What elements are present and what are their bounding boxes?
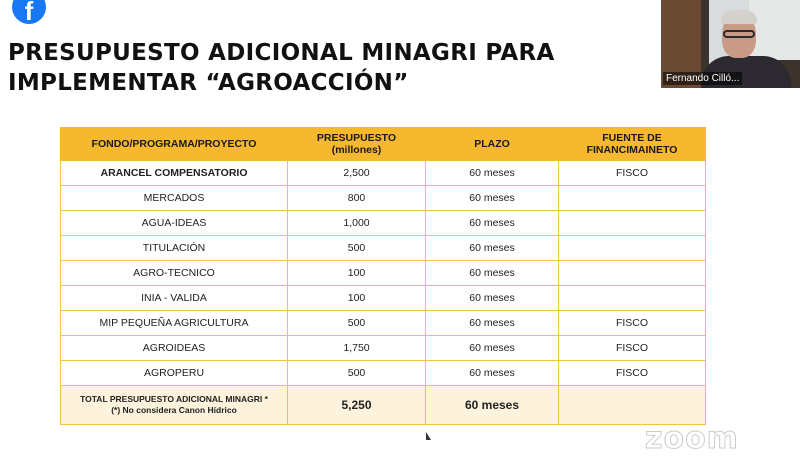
table-row: AGROPERU 500 60 meses FISCO [60,360,706,386]
table-row: MIP PEQUEÑA AGRICULTURA 500 60 meses FIS… [60,310,706,336]
header-presupuesto-line-1: PRESUPUESTO [316,132,397,144]
slide-title-line-2: IMPLEMENTAR “AGROACCIÓN” [8,70,409,96]
cell-fuente [558,185,706,211]
cell-presupuesto: 500 [287,360,426,386]
cell-plazo: 60 meses [425,210,559,236]
cell-fondo: AGROIDEAS [60,335,288,361]
video-background-light [749,0,800,60]
cell-fondo: ARANCEL COMPENSATORIO [60,160,288,186]
header-fuente-line-1: FUENTE DE [602,132,662,144]
cell-presupuesto: 800 [287,185,426,211]
cell-plazo: 60 meses [425,310,559,336]
total-label-line-1: TOTAL PRESUPUESTO ADICIONAL MINAGRI * [80,394,268,404]
participant-glasses [723,30,755,38]
participant-name-label: Fernando Cilló... [663,72,743,85]
cell-presupuesto: 1,750 [287,335,426,361]
cell-fondo: TITULACIÓN [60,235,288,261]
cell-fondo: AGRO-TECNICO [60,260,288,286]
total-presupuesto: 5,250 [287,385,426,425]
cell-plazo: 60 meses [425,185,559,211]
cell-presupuesto: 100 [287,260,426,286]
cell-fuente: FISCO [558,360,706,386]
cell-presupuesto: 500 [287,310,426,336]
table-row: MERCADOS 800 60 meses [60,185,706,211]
cell-plazo: 60 meses [425,360,559,386]
participant-hair [721,10,757,24]
cell-presupuesto: 1,000 [287,210,426,236]
participant-video-tile[interactable]: Fernando Cilló... [661,0,800,88]
total-label: TOTAL PRESUPUESTO ADICIONAL MINAGRI * (*… [60,385,288,425]
total-plazo: 60 meses [425,385,559,425]
table-row: AGRO-TECNICO 100 60 meses [60,260,706,286]
facebook-icon[interactable]: f [12,0,46,24]
table-total-row: TOTAL PRESUPUESTO ADICIONAL MINAGRI * (*… [60,385,706,425]
cell-plazo: 60 meses [425,285,559,311]
table-row: AGROIDEAS 1,750 60 meses FISCO [60,335,706,361]
table-header-row: FONDO/PROGRAMA/PROYECTO PRESUPUESTO (mil… [60,127,706,161]
zoom-watermark: zoom [645,421,739,456]
cell-presupuesto: 100 [287,285,426,311]
total-label-note: (*) No considera Canon Hídrico [111,405,237,415]
cell-fondo: MIP PEQUEÑA AGRICULTURA [60,310,288,336]
cell-fondo: AGROPERU [60,360,288,386]
cell-fuente [558,285,706,311]
cell-plazo: 60 meses [425,260,559,286]
cell-fuente [558,235,706,261]
cell-fondo: INIA - VALIDA [60,285,288,311]
budget-table: FONDO/PROGRAMA/PROYECTO PRESUPUESTO (mil… [60,127,706,425]
total-fuente [558,385,706,425]
slide-title-line-1: PRESUPUESTO ADICIONAL MINAGRI PARA [8,40,555,66]
header-presupuesto: PRESUPUESTO (millones) [287,127,426,161]
mouse-cursor-icon [426,432,431,440]
cell-fuente [558,260,706,286]
cell-plazo: 60 meses [425,160,559,186]
slide-title: PRESUPUESTO ADICIONAL MINAGRI PARA IMPLE… [8,38,555,98]
cell-fondo: AGUA-IDEAS [60,210,288,236]
table-row: AGUA-IDEAS 1,000 60 meses [60,210,706,236]
cell-plazo: 60 meses [425,335,559,361]
header-presupuesto-line-2: (millones) [331,144,382,156]
cell-presupuesto: 500 [287,235,426,261]
table-row: INIA - VALIDA 100 60 meses [60,285,706,311]
cell-fuente: FISCO [558,160,706,186]
cell-fuente: FISCO [558,335,706,361]
header-fuente: FUENTE DE FINANCIMAINETO [558,127,706,161]
cell-fuente: FISCO [558,310,706,336]
table-row: ARANCEL COMPENSATORIO 2,500 60 meses FIS… [60,160,706,186]
header-fuente-line-2: FINANCIMAINETO [586,144,678,156]
cell-presupuesto: 2,500 [287,160,426,186]
cell-fondo: MERCADOS [60,185,288,211]
table-row: TITULACIÓN 500 60 meses [60,235,706,261]
header-fondo: FONDO/PROGRAMA/PROYECTO [60,127,288,161]
header-plazo: PLAZO [425,127,559,161]
cell-plazo: 60 meses [425,235,559,261]
cell-fuente [558,210,706,236]
